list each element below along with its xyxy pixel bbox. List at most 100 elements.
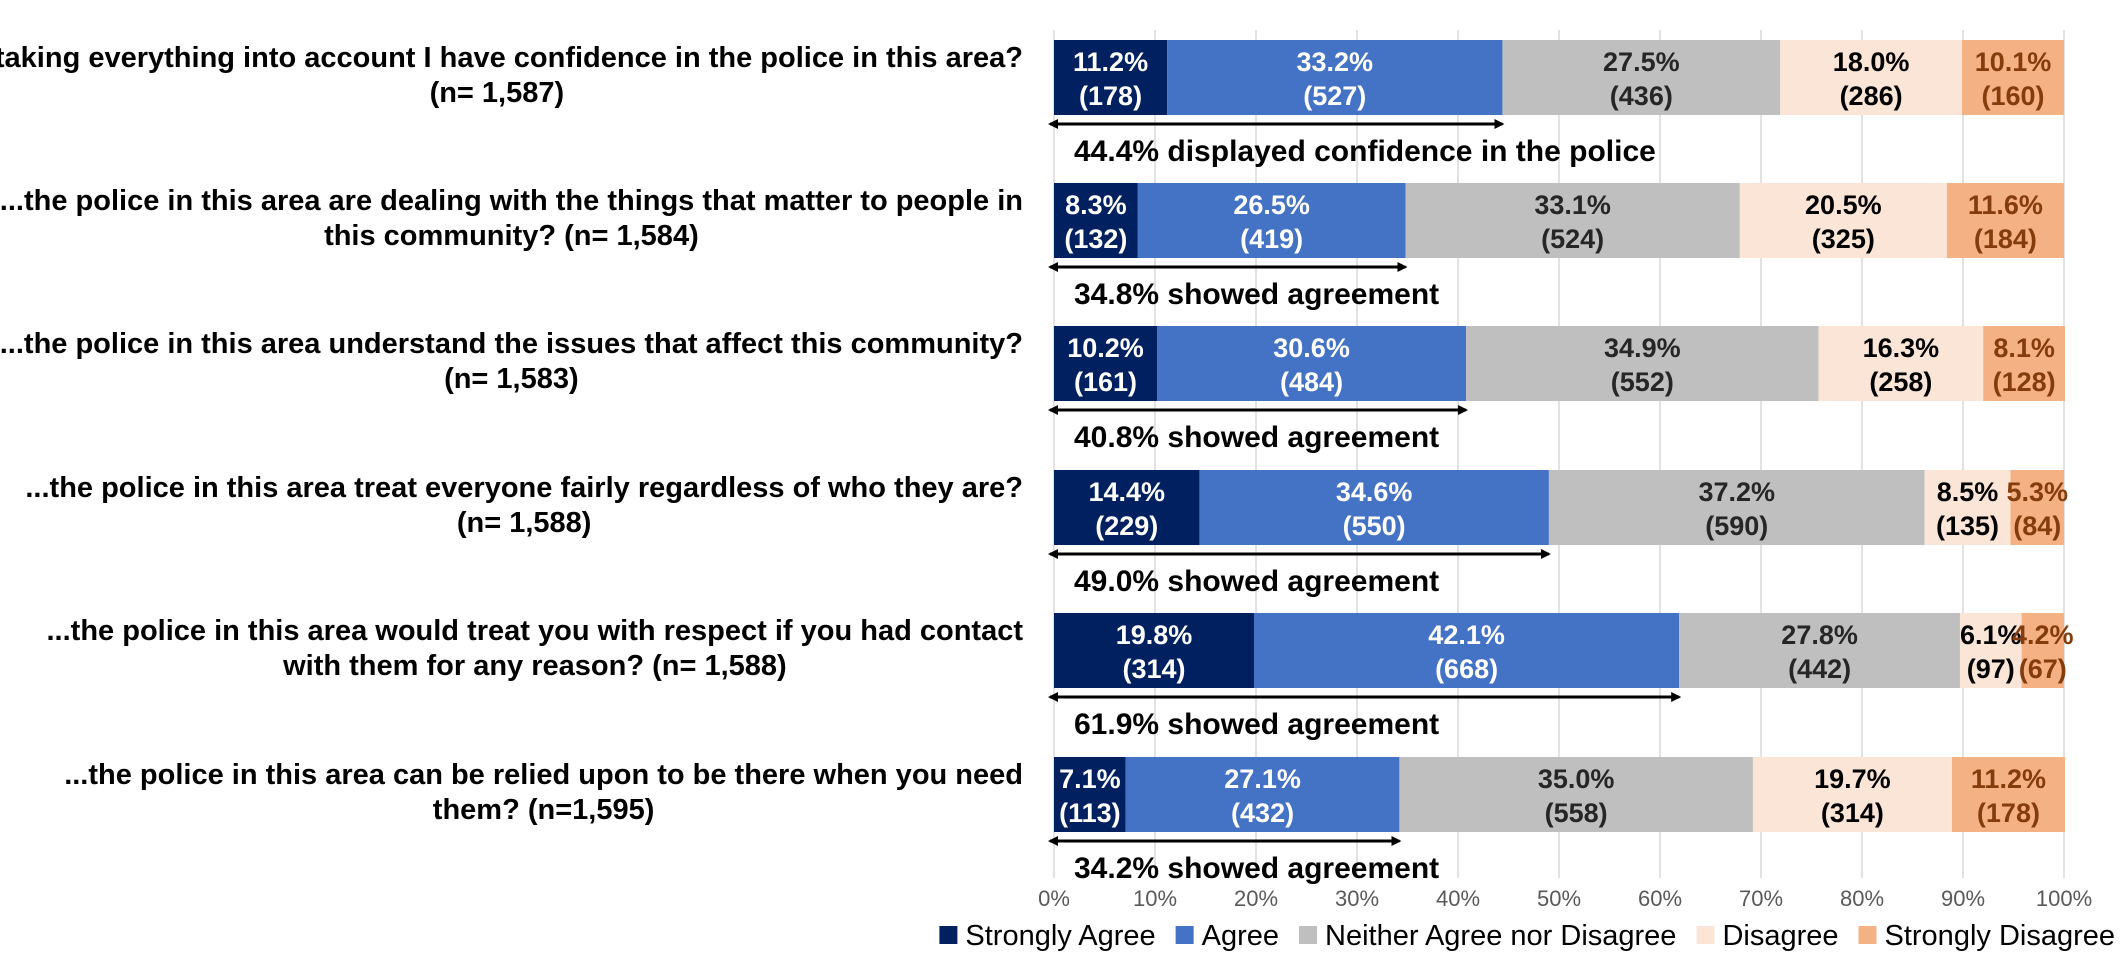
question-label-line: this community? (n= 1,584)	[324, 220, 699, 252]
bar-segment	[1054, 757, 1126, 832]
bar-segment	[1125, 757, 1400, 832]
bar-segment	[1054, 613, 1254, 688]
bar-segment	[1951, 757, 2066, 832]
segment-pct-label: 8.5%	[1937, 477, 1999, 507]
bar-segment	[1548, 470, 1925, 545]
annotation-text: 40.8% showed agreement	[1074, 421, 1439, 454]
bar-segment	[1924, 470, 2011, 545]
segment-pct-label: 30.6%	[1273, 333, 1350, 363]
bar-segment	[1983, 326, 2066, 401]
segment-count-label: (314)	[1821, 798, 1884, 828]
bar-segment	[1054, 183, 1138, 258]
segment-pct-label: 37.2%	[1698, 477, 1775, 507]
segment-pct-label: 27.5%	[1603, 47, 1680, 77]
question-label-line: (n= 1,588)	[457, 507, 592, 539]
bar-segment	[1405, 183, 1740, 258]
x-axis-ticks: 0% 10% 20% 30% 40% 50% 60% 70% 80% 90% 100%	[1038, 886, 2092, 911]
segment-pct-label: 6.1%	[1960, 620, 2022, 650]
segment-count-label: (128)	[1993, 367, 2056, 397]
annotation-text: 34.2% showed agreement	[1074, 852, 1439, 885]
segment-count-label: (527)	[1303, 81, 1366, 111]
segment-count-label: (67)	[2019, 654, 2067, 684]
legend-swatch	[1696, 926, 1715, 944]
question-label-line: (n= 1,587)	[430, 77, 565, 109]
segment-pct-label: 35.0%	[1538, 764, 1615, 794]
segment-pct-label: 4.2%	[2012, 620, 2074, 650]
legend-label: Strongly Agree	[965, 920, 1155, 952]
segment-pct-label: 11.2%	[1971, 764, 2046, 794]
bar-segment	[1253, 613, 1680, 688]
segment-count-label: (524)	[1541, 224, 1604, 254]
segment-pct-label: 10.2%	[1067, 333, 1144, 363]
x-tick-label: 90%	[1941, 886, 1985, 911]
segment-count-label: (314)	[1122, 654, 1185, 684]
x-tick-label: 80%	[1840, 886, 1884, 911]
segment-pct-label: 10.1%	[1975, 47, 2052, 77]
bar-segment	[1818, 326, 1984, 401]
segment-pct-label: 14.4%	[1088, 477, 1165, 507]
annotation-text: 44.4% displayed confidence in the police	[1074, 135, 1656, 168]
segment-pct-label: 19.8%	[1116, 620, 1193, 650]
segment-count-label: (135)	[1936, 511, 1999, 541]
legend-swatch	[1299, 926, 1318, 944]
bar-row: 10.2% (161) 30.6% (484) 34.9% (552) 16.3% (258)…	[1054, 326, 2066, 401]
segment-count-label: (590)	[1705, 511, 1768, 541]
segment-pct-label: 19.7%	[1814, 764, 1891, 794]
legend-swatch	[939, 926, 958, 944]
bar-segment	[1739, 183, 1947, 258]
bar-segment	[1959, 613, 2022, 688]
legend-swatch	[1175, 926, 1194, 944]
x-tick-label: 60%	[1638, 886, 1682, 911]
bar-segment	[2021, 613, 2064, 688]
segment-count-label: (419)	[1240, 224, 1303, 254]
question-label-line: ...the police in this area treat everyon…	[25, 472, 1023, 504]
bar-row: 7.1% (113) 27.1% (432) 35.0% (558) 19.7% (314) 1…	[1054, 757, 2066, 832]
segment-pct-label: 42.1%	[1428, 620, 1505, 650]
segment-count-label: (97)	[1967, 654, 2015, 684]
segment-pct-label: 11.6%	[1968, 190, 2043, 220]
segment-count-label: (668)	[1435, 654, 1498, 684]
question-label-line: with them for any reason? (n= 1,588)	[282, 650, 787, 682]
segment-count-label: (258)	[1869, 367, 1932, 397]
x-tick-label: 70%	[1739, 886, 1783, 911]
legend-item: Neither Agree nor Disagree	[1299, 920, 1676, 952]
bar-segment	[1780, 40, 1962, 115]
segment-pct-label: 11.2%	[1073, 47, 1148, 77]
segment-count-label: (286)	[1840, 81, 1903, 111]
segment-count-label: (132)	[1064, 224, 1127, 254]
legend-label: Disagree	[1722, 920, 1838, 952]
segment-count-label: (113)	[1059, 798, 1121, 828]
segment-count-label: (432)	[1231, 798, 1294, 828]
bar-segment	[1502, 40, 1781, 115]
legend-item: Strongly Disagree	[1858, 920, 2115, 952]
segment-pct-label: 16.3%	[1863, 333, 1940, 363]
segment-pct-label: 20.5%	[1805, 190, 1882, 220]
segment-count-label: (161)	[1074, 367, 1137, 397]
segment-count-label: (484)	[1280, 367, 1343, 397]
annotation-text: 49.0% showed agreement	[1074, 565, 1439, 598]
x-tick-label: 40%	[1436, 886, 1480, 911]
segment-count-label: (325)	[1812, 224, 1875, 254]
legend-label: Agree	[1202, 920, 1279, 952]
segment-pct-label: 33.2%	[1296, 47, 1373, 77]
annotation-text: 61.9% showed agreement	[1074, 708, 1439, 741]
segment-pct-label: 26.5%	[1233, 190, 1310, 220]
bar-row: 14.4% (229) 34.6% (550) 37.2% (590) 8.5% (135)5…	[1054, 470, 2068, 545]
bar-segment	[1946, 183, 2064, 258]
annotations-group: 44.4% displayed confidence in the police…	[1048, 119, 1682, 885]
segment-pct-label: 7.1%	[1059, 764, 1121, 794]
bar-segment	[1157, 326, 1467, 401]
bar-segment	[1399, 757, 1753, 832]
segment-pct-label: 8.1%	[1993, 333, 2055, 363]
legend-label: Neither Agree nor Disagree	[1325, 920, 1676, 952]
legend: Strongly Agree Agree Neither Agree nor Dis…	[939, 920, 2115, 952]
bar-segment	[2010, 470, 2064, 545]
segment-count-label: (229)	[1095, 511, 1158, 541]
segment-count-label: (436)	[1610, 81, 1673, 111]
bar-segment	[1752, 757, 1952, 832]
annotation-text: 34.8% showed agreement	[1074, 278, 1439, 311]
bar-segment	[1054, 40, 1168, 115]
segment-count-label: (442)	[1788, 654, 1851, 684]
legend-swatch	[1858, 926, 1877, 944]
x-tick-label: 20%	[1234, 886, 1278, 911]
